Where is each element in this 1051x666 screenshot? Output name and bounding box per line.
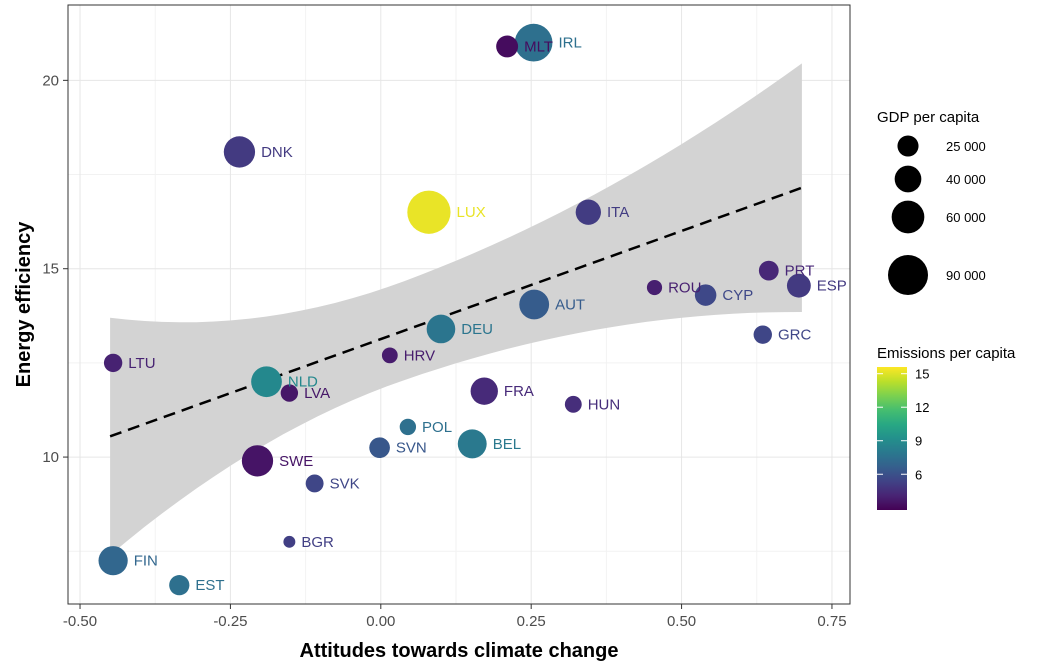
point-cyp	[694, 284, 717, 306]
x-tick-label: 0.75	[817, 613, 846, 630]
point-hun	[564, 395, 582, 413]
point-label-lux: LUX	[457, 204, 486, 221]
point-ltu	[103, 353, 123, 373]
point-svk	[305, 474, 324, 493]
x-tick-label: 0.25	[517, 613, 546, 630]
point-label-pol: POL	[422, 419, 452, 436]
point-esp	[786, 273, 811, 298]
point-label-hrv: HRV	[404, 347, 435, 364]
point-swe	[241, 445, 274, 477]
trend-line-layer	[109, 186, 803, 438]
point-label-lva: LVA	[304, 385, 330, 402]
point-est	[169, 575, 190, 596]
x-tick-label: -0.25	[213, 613, 247, 630]
size-legend-label: 60 000	[946, 210, 986, 225]
point-dnk	[223, 136, 256, 168]
point-label-deu: DEU	[461, 321, 493, 338]
color-legend-label: 12	[915, 400, 929, 415]
point-irl	[514, 23, 553, 62]
point-label-prt: PRT	[785, 263, 815, 280]
point-label-nld: NLD	[288, 374, 318, 391]
trend-line	[109, 186, 803, 438]
point-prt	[758, 260, 779, 281]
color-legend-label: 6	[915, 467, 922, 482]
point-bel	[457, 429, 487, 459]
point-deu	[426, 314, 456, 344]
confidence-band-layer	[110, 63, 802, 556]
point-svn	[369, 437, 390, 458]
point-grc	[753, 325, 772, 344]
point-rou	[646, 279, 663, 296]
axes-layer: -0.50 -0.25 0.00 0.25 0.50 0.75 10 15 20	[42, 72, 846, 630]
point-pol	[399, 418, 417, 436]
point-fin	[98, 546, 128, 576]
size-legend-key	[887, 254, 929, 296]
point-label-bgr: BGR	[301, 534, 334, 551]
point-label-bel: BEL	[493, 436, 521, 453]
size-legend-key	[897, 135, 919, 157]
y-tick-label: 20	[42, 72, 59, 89]
x-tick-label: 0.00	[366, 613, 395, 630]
point-label-irl: IRL	[558, 35, 581, 52]
x-tick-label: 0.50	[667, 613, 696, 630]
x-tick-label: -0.50	[63, 613, 97, 630]
size-legend-title: GDP per capita	[877, 109, 980, 126]
point-label-fin: FIN	[134, 553, 158, 570]
point-label-est: EST	[195, 577, 224, 594]
point-label-fra: FRA	[504, 383, 534, 400]
point-mlt	[496, 35, 519, 58]
size-legend-label: 40 000	[946, 172, 986, 187]
point-label-hun: HUN	[588, 396, 621, 413]
point-label-grc: GRC	[778, 327, 812, 344]
point-bgr	[283, 535, 296, 548]
color-legend-label: 9	[915, 434, 922, 449]
color-legend: Emissions per capita 6 9 12 15	[877, 345, 1016, 510]
point-label-esp: ESP	[817, 278, 847, 295]
confidence-band	[110, 63, 802, 556]
size-legend: GDP per capita 25 000 40 000 60 000 90 000	[877, 109, 986, 296]
point-aut	[519, 289, 550, 320]
y-tick-label: 10	[42, 449, 59, 466]
size-legend-label: 90 000	[946, 268, 986, 283]
point-label-cyp: CYP	[722, 287, 753, 304]
plot-panel-border	[67, 4, 851, 605]
point-label-mlt: MLT	[524, 38, 553, 55]
point-label-ita: ITA	[607, 204, 629, 221]
point-label-aut: AUT	[555, 297, 585, 314]
point-ita	[575, 199, 601, 225]
point-label-dnk: DNK	[261, 144, 293, 161]
point-label-rou: ROU	[668, 280, 701, 297]
point-fra	[470, 377, 498, 405]
point-lux	[407, 190, 451, 234]
point-hrv	[381, 347, 398, 364]
size-legend-label: 25 000	[946, 139, 986, 154]
y-axis-title: Energy efficiency	[13, 221, 35, 388]
color-legend-title: Emissions per capita	[877, 345, 1016, 362]
point-lva	[280, 384, 299, 402]
point-label-svk: SVK	[330, 475, 360, 492]
point-label-svn: SVN	[396, 440, 427, 457]
point-label-swe: SWE	[279, 453, 313, 470]
y-tick-label: 15	[42, 261, 59, 278]
size-legend-key	[894, 165, 922, 193]
size-legend-key	[891, 200, 925, 234]
color-legend-label: 15	[915, 367, 929, 382]
color-legend-bar	[877, 367, 907, 510]
point-label-ltu: LTU	[128, 355, 155, 372]
x-axis-title: Attitudes towards climate change	[300, 640, 619, 662]
point-nld	[251, 366, 282, 398]
points-layer	[98, 23, 811, 596]
